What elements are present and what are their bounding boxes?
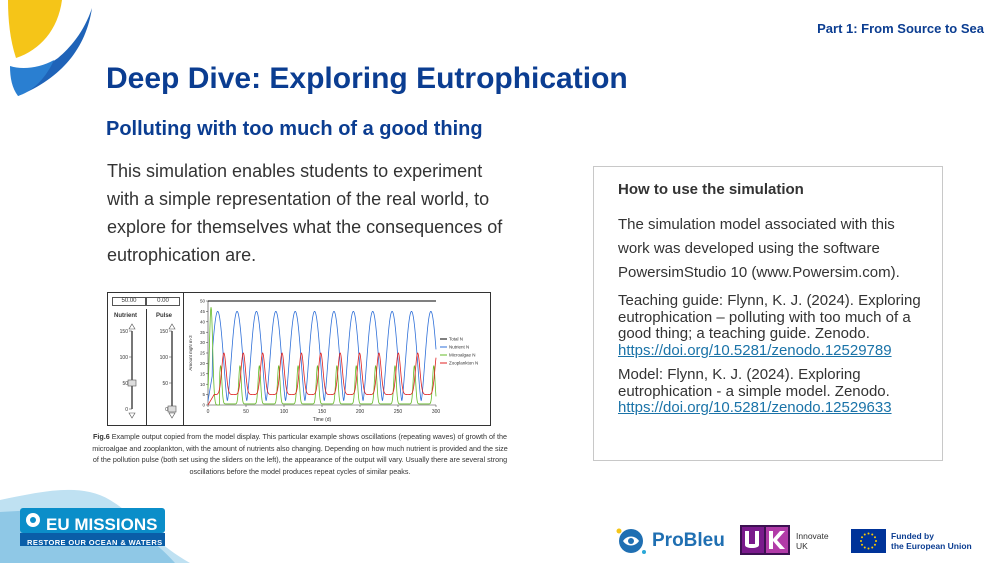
- missions-title: EU MISSIONS: [46, 515, 158, 534]
- page-title: Deep Dive: Exploring Eutrophication: [106, 62, 628, 95]
- funded-line-2: the European Union: [891, 541, 972, 551]
- pulse-slider-tick-label: 150: [160, 329, 169, 335]
- corner-brand-logo: [8, 0, 92, 96]
- funded-by-eu-text: Funded by the European Union: [891, 531, 972, 551]
- slider-controls: 150 100 50 0 150 100 50 0: [120, 323, 177, 419]
- y-axis-label: Amount mgN m-3: [188, 335, 193, 371]
- missions-subtitle: RESTORE OUR OCEAN & WATERS: [27, 538, 163, 547]
- figure-caption: Fig.6 Example output copied from the mod…: [92, 431, 508, 477]
- eu-star: [867, 547, 870, 550]
- page-subtitle: Polluting with too much of a good thing: [106, 118, 483, 140]
- eu-star: [875, 540, 877, 542]
- x-tick-label: 150: [318, 409, 327, 415]
- probleu-wordmark: ProBleu: [652, 530, 725, 551]
- pulse-slider-tick-label: 100: [160, 355, 169, 361]
- x-tick-label: 100: [280, 409, 289, 415]
- y-tick-label: 25: [200, 351, 206, 356]
- nutrient-up-arrow-icon[interactable]: [128, 323, 136, 330]
- y-tick-label: 40: [200, 319, 206, 324]
- pulse-up-arrow-icon[interactable]: [168, 323, 176, 330]
- guide-doi-link[interactable]: https://doi.org/10.5281/zenodo.12529789: [618, 341, 892, 359]
- guide-citation: Teaching guide: Flynn, K. J. (2024). Exp…: [618, 292, 921, 342]
- eu-star: [871, 546, 874, 549]
- y-tick-label: 0: [202, 403, 205, 408]
- x-tick-label: 300: [432, 409, 441, 415]
- nutrient-down-arrow-icon[interactable]: [128, 412, 136, 419]
- y-tick-label: 15: [200, 371, 206, 376]
- x-axis-label: Time (d): [313, 417, 332, 423]
- eu-missions-banner: [0, 489, 190, 563]
- eu-star: [863, 533, 866, 536]
- intro-paragraph: This simulation enables students to expe…: [107, 161, 503, 265]
- pulse-slider-tick-label: 0: [165, 407, 168, 413]
- part-label: Part 1: From Source to Sea: [817, 21, 984, 36]
- eu-star: [871, 533, 874, 536]
- nutrient-slider-label: Nutrient: [114, 313, 137, 319]
- series-line-microalgae-n: [207, 307, 437, 406]
- slider-panel: 50.00 0.00 Nutrient Pulse 150 100 50 0 150 10…: [108, 293, 184, 425]
- model-doi-link[interactable]: https://doi.org/10.5281/zenodo.12529633: [618, 399, 892, 416]
- nutrient-slider-thumb[interactable]: [127, 379, 137, 387]
- info-paragraph-guide: Teaching guide: Flynn, K. J. (2024). Exp…: [618, 292, 928, 359]
- nutrient-slider-tick-label: 100: [120, 355, 129, 361]
- ukri-logo-icon: [740, 525, 790, 555]
- model-citation: Model: Flynn, K. J. (2024). Exploring eu…: [618, 366, 890, 400]
- x-tick-label: 250: [394, 409, 403, 415]
- simulation-figure: 50.00 0.00 Nutrient Pulse 150 100 50 0 150 10…: [107, 292, 491, 426]
- eu-star: [867, 532, 870, 535]
- y-tick-label: 10: [200, 382, 206, 387]
- y-tick-label: 50: [200, 299, 206, 304]
- y-tick-label: 45: [200, 309, 206, 314]
- caption-label: Fig.6: [92, 432, 110, 441]
- eu-star: [873, 536, 876, 539]
- slider-divider: [146, 309, 147, 425]
- pulse-slider-label: Pulse: [156, 313, 173, 319]
- innovate-uk-text: Innovate UK: [796, 531, 829, 551]
- y-tick-label: 35: [200, 330, 206, 335]
- eu-star: [861, 543, 864, 546]
- nutrient-slider-tick-label: 150: [120, 329, 129, 335]
- series-line-zooplankton-n: [207, 352, 437, 406]
- pulse-slider-thumb[interactable]: [167, 405, 177, 413]
- y-tick-label: 20: [200, 361, 206, 366]
- funded-line-1: Funded by: [891, 531, 934, 541]
- eu-star: [861, 536, 864, 539]
- simulation-chart: 0 5 10 15 20 25 30 35 40 45 50 0 50 100 150 200 250 300 Ti…: [188, 299, 478, 423]
- series-line-nutrient-n: [207, 311, 437, 401]
- pulse-down-arrow-icon[interactable]: [168, 412, 176, 419]
- legend-label: Total N: [449, 337, 463, 342]
- nutrient-slider-tick-label: 50: [122, 381, 128, 387]
- legend-label: Microalgae N: [449, 353, 476, 358]
- caption-text: Example output copied from the model dis…: [92, 432, 508, 476]
- eu-flag-icon: [851, 529, 886, 553]
- pulse-slider-tick-label: 50: [162, 381, 168, 387]
- info-paragraph-software: The simulation model associated with thi…: [618, 216, 900, 281]
- innovate-line-1: Innovate: [796, 531, 829, 541]
- y-tick-label: 30: [200, 340, 206, 345]
- nutrient-value-box: 50.00: [112, 297, 146, 306]
- how-to-use-box: How to use the simulation The simulation…: [593, 166, 943, 461]
- eu-star: [863, 546, 866, 549]
- legend-label: Zooplankton N: [449, 361, 478, 366]
- nutrient-slider-tick-label: 0: [125, 407, 128, 413]
- pulse-value-box: 0.00: [146, 297, 180, 306]
- x-tick-label: 200: [356, 409, 365, 415]
- probleu-logo-icon: [616, 528, 646, 554]
- innovate-line-2: UK: [796, 541, 808, 551]
- info-heading: How to use the simulation: [618, 181, 804, 198]
- legend-label: Nutrient N: [449, 345, 469, 350]
- eu-star: [860, 540, 862, 542]
- eu-star: [873, 543, 876, 546]
- x-tick-label: 50: [243, 409, 249, 415]
- x-tick-label: 0: [207, 409, 210, 415]
- info-paragraph-model: Model: Flynn, K. J. (2024). Exploring eu…: [618, 366, 928, 417]
- y-tick-label: 5: [202, 392, 205, 397]
